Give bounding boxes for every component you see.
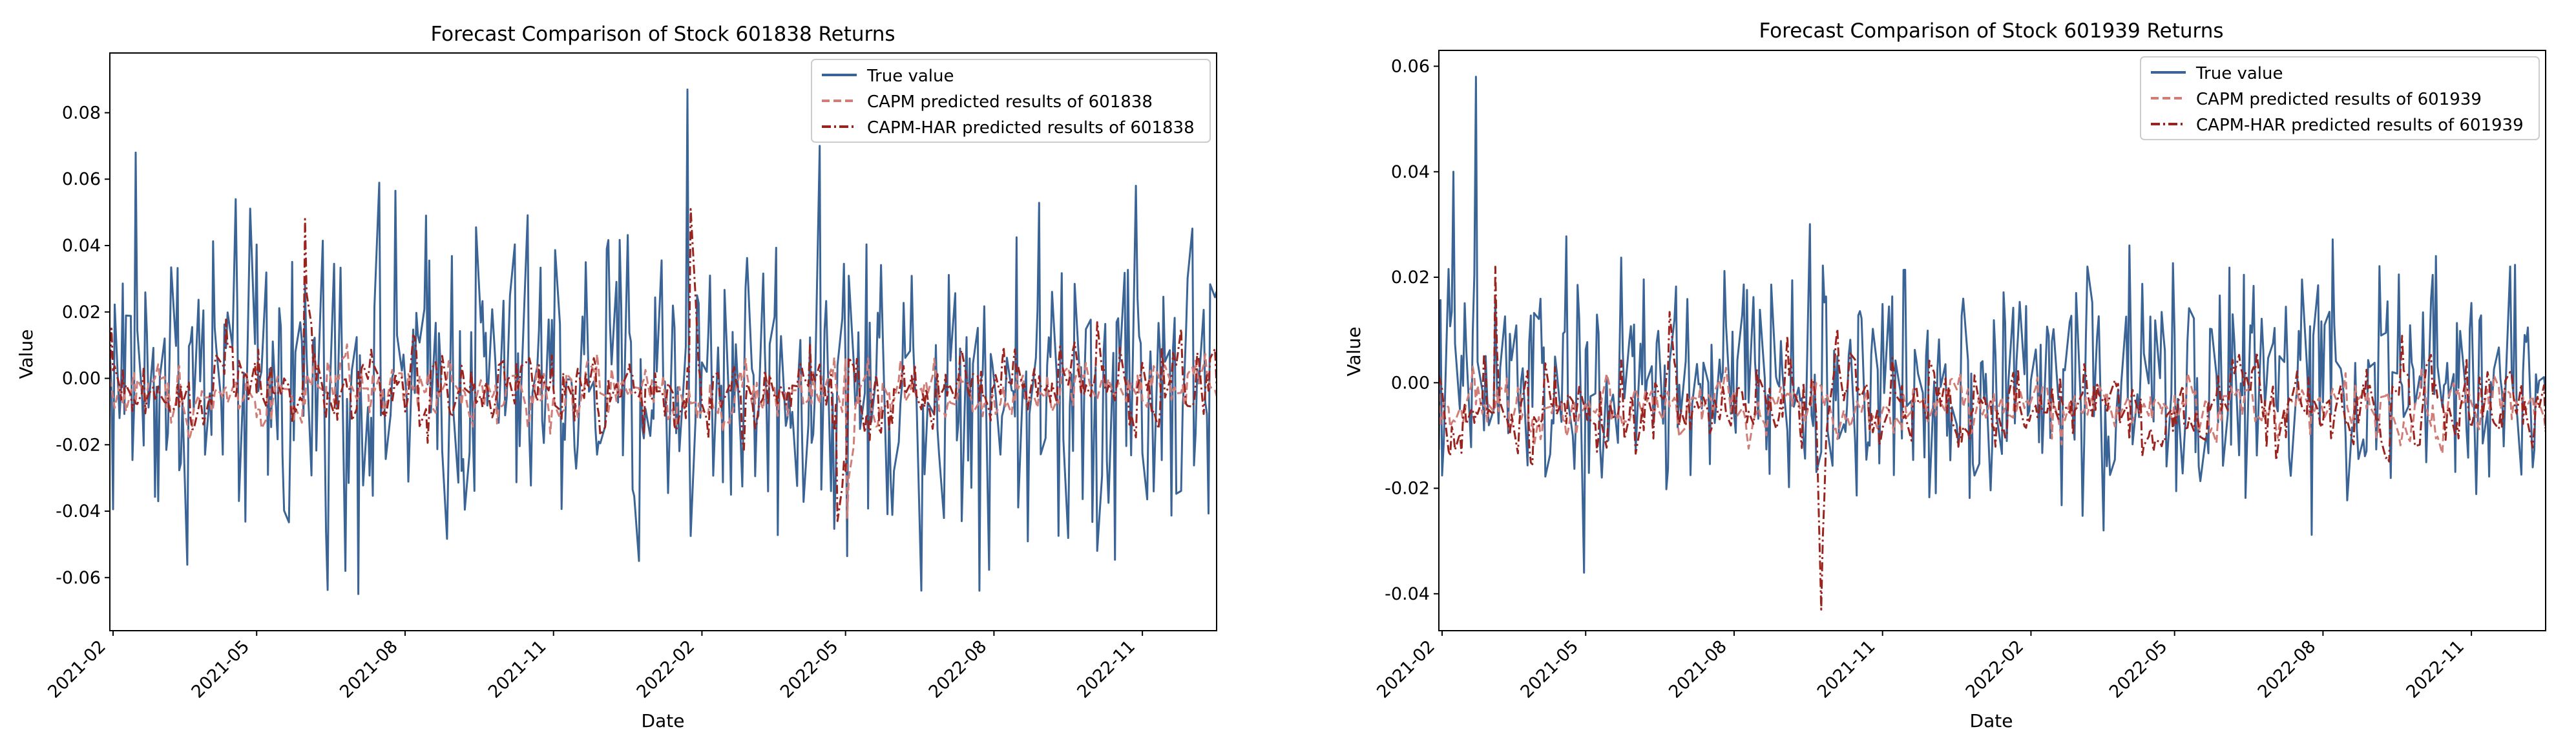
chart-601838: Forecast Comparison of Stock 601838 Retu…: [16, 23, 1217, 731]
x-tick-label: 2021-05: [1516, 637, 1582, 702]
y-axis-label-601838: Value: [16, 330, 37, 379]
y-axis-601838: -0.06 -0.04 -0.02 0.00 0.02 0.04 0.06 0.08: [56, 103, 110, 588]
y-tick-label: 0.04: [1391, 162, 1430, 182]
series-lines-601939: [1439, 76, 2546, 611]
y-tick-label: 0.06: [62, 169, 101, 189]
y-tick-label: -0.02: [1385, 479, 1430, 499]
legend-box-601838: [811, 59, 1211, 143]
series-line-true-value: [110, 89, 1217, 595]
legend-label-capm: CAPM predicted results of 601939: [2196, 90, 2482, 109]
x-tick-label: 2022-05: [777, 637, 843, 702]
x-axis-601939: 2021-02 2021-05 2021-08 2021-11 2022-02 2022-…: [1373, 631, 2473, 702]
series-line-true-value: [1439, 76, 2546, 574]
x-tick-label: 2022-02: [1962, 637, 2028, 702]
legend-label-capm-har: CAPM-HAR predicted results of 601939: [2196, 116, 2524, 135]
y-tick-label: 0.00: [1391, 373, 1430, 393]
y-axis-label-601939: Value: [1343, 327, 1365, 377]
x-tick-label: 2022-08: [925, 637, 991, 702]
y-tick-label: -0.04: [1385, 584, 1430, 604]
chart-title-601939: Forecast Comparison of Stock 601939 Retu…: [1759, 19, 2223, 43]
legend-label-capm-har: CAPM-HAR predicted results of 601838: [867, 118, 1195, 138]
legend-601939: True value CAPM predicted results of 601…: [2140, 56, 2540, 140]
y-tick-label: 0.02: [1391, 268, 1430, 288]
legend-label-true-value: True value: [2195, 64, 2283, 83]
x-tick-label: 2021-02: [1373, 637, 1439, 702]
y-tick-label: 0.02: [62, 302, 101, 322]
x-axis-label-601939: Date: [1970, 710, 2013, 731]
plot-frame-601939: [1438, 50, 2546, 631]
y-tick-label: -0.02: [56, 435, 101, 455]
x-tick-label: 2021-05: [187, 637, 253, 702]
x-axis-601838: 2021-02 2021-05 2021-08 2021-11 2022-02 2022-…: [44, 631, 1144, 702]
x-tick-label: 2022-05: [2106, 637, 2172, 702]
series-lines-601838: [110, 89, 1217, 595]
x-tick-label: 2022-02: [633, 637, 699, 702]
x-tick-label: 2022-11: [2402, 637, 2468, 702]
series-line-capm-har: [110, 208, 1217, 522]
chart-title-601838: Forecast Comparison of Stock 601838 Retu…: [430, 23, 895, 46]
y-tick-label: 0.08: [62, 103, 101, 123]
legend-601838: True value CAPM predicted results of 601…: [811, 59, 1211, 143]
legend-label-capm: CAPM predicted results of 601838: [867, 92, 1153, 112]
y-tick-label: 0.04: [62, 236, 101, 256]
series-line-capm: [110, 343, 1217, 519]
x-tick-label: 2021-08: [336, 637, 402, 702]
x-axis-label-601838: Date: [642, 710, 685, 731]
x-tick-label: 2021-08: [1665, 637, 1731, 702]
chart-601939: Forecast Comparison of Stock 601939 Retu…: [1343, 19, 2546, 731]
legend-box-601939: [2140, 56, 2540, 140]
y-tick-label: 0.06: [1391, 56, 1430, 76]
x-tick-label: 2022-11: [1073, 637, 1139, 702]
series-line-capm-har: [1439, 266, 2546, 611]
legend-label-true-value: True value: [866, 67, 954, 86]
x-tick-label: 2021-11: [1814, 637, 1880, 702]
y-tick-label: -0.06: [56, 568, 101, 588]
plot-frame-601838: [109, 52, 1217, 631]
x-tick-label: 2021-11: [485, 637, 550, 702]
y-axis-601939: -0.04 -0.02 0.00 0.02 0.04 0.06: [1385, 56, 1439, 604]
y-tick-label: 0.00: [62, 369, 101, 389]
y-tick-label: -0.04: [56, 501, 101, 521]
series-line-capm: [1439, 365, 2546, 455]
x-tick-label: 2022-08: [2254, 637, 2320, 702]
x-tick-label: 2021-02: [44, 637, 110, 702]
